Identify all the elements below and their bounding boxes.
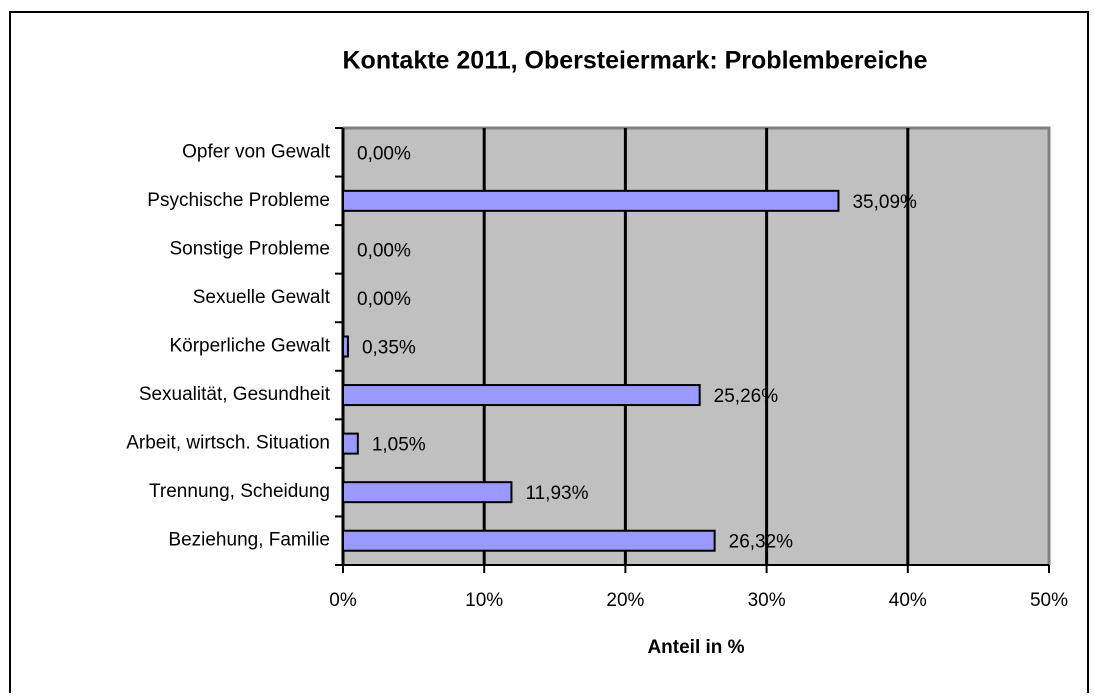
bar <box>342 189 840 212</box>
y-tick-label: Opfer von Gewalt <box>182 141 331 162</box>
y-tick-label: Psychische Probleme <box>147 190 330 211</box>
x-tick-label: 20% <box>606 590 644 611</box>
data-label: 0,35% <box>362 338 416 359</box>
bar <box>342 432 359 455</box>
x-tick-label: 10% <box>465 590 503 611</box>
data-label: 0,00% <box>357 240 411 261</box>
bar <box>342 529 716 552</box>
x-axis-title: Anteil in % <box>647 637 744 658</box>
plot-border <box>343 126 1051 565</box>
bar <box>342 335 349 358</box>
y-tick-label: Beziehung, Familie <box>168 530 330 551</box>
chart-title: Kontakte 2011, Obersteiermark: Problembe… <box>343 47 928 75</box>
x-tick-label: 50% <box>1030 590 1068 611</box>
y-tick-label: Trennung, Scheidung <box>149 481 330 502</box>
y-tick-label: Sexualität, Gesundheit <box>139 384 331 405</box>
y-tick-label: Körperliche Gewalt <box>169 336 330 357</box>
y-tick-label: Arbeit, wirtsch. Situation <box>126 433 330 454</box>
data-label: 26,32% <box>729 532 794 553</box>
y-tick-label: Sexuelle Gewalt <box>193 287 331 308</box>
data-label: 11,93% <box>525 483 588 504</box>
data-label: 0,00% <box>357 289 411 310</box>
bar <box>342 481 513 504</box>
data-label: 35,09% <box>852 192 917 213</box>
y-tick-label: Sonstige Probleme <box>169 238 330 259</box>
data-label: 25,26% <box>714 386 779 407</box>
x-tick-label: 0% <box>329 590 357 611</box>
data-label: 1,05% <box>372 435 426 456</box>
data-label: 0,00% <box>357 143 411 164</box>
x-tick-label: 40% <box>889 590 927 611</box>
x-tick-label: 30% <box>748 590 786 611</box>
bar <box>342 384 701 407</box>
